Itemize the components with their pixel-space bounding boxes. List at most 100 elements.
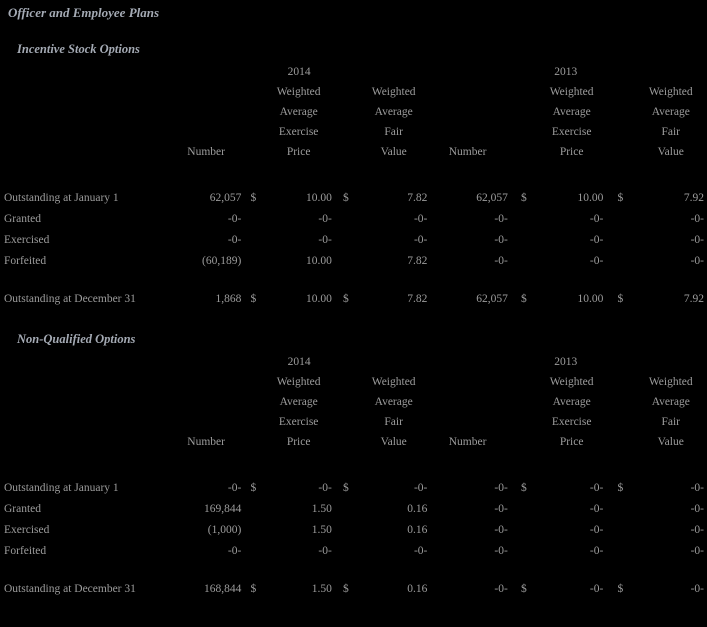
column-header-row: Number Weighted Average Exercise Price W… xyxy=(4,372,704,452)
row-label: Forfeited xyxy=(4,545,47,557)
cell-fair-value-2014: 7.82 xyxy=(407,255,428,267)
table-row: Outstanding at January 1 -0- $ -0- $ -0-… xyxy=(4,452,704,498)
cell-fair-value-2013: -0- xyxy=(690,583,704,595)
col-header-number-2013: Number xyxy=(448,146,487,158)
cell-exercise-price-2013: -0- xyxy=(589,482,604,494)
dollar-sign xyxy=(508,208,540,229)
year-header-2013: 2013 xyxy=(554,66,578,78)
table-row-total: Outstanding at December 31 168,844 $ 1.5… xyxy=(4,578,704,599)
table-row: Granted 169,844 1.50 0.16 -0- -0- -0- xyxy=(4,498,704,519)
col-header-number-2014: Number xyxy=(187,146,225,158)
dollar-sign: $ xyxy=(617,583,624,595)
cell-number-2014: -0- xyxy=(227,545,242,557)
cell-number-2014: 62,057 xyxy=(209,192,242,204)
table-row-total: Outstanding at December 31 1,868 $ 10.00… xyxy=(4,288,704,309)
dollar-sign: $ xyxy=(250,482,257,494)
dollar-sign xyxy=(508,250,540,271)
dollar-sign xyxy=(603,498,637,519)
page-title: Officer and Employee Plans xyxy=(8,5,160,20)
year-header-row: 2014 2013 xyxy=(4,352,704,372)
cell-exercise-price-2014: 10.00 xyxy=(305,293,332,305)
dollar-sign: $ xyxy=(617,482,624,494)
dollar-sign: $ xyxy=(250,583,257,595)
dollar-sign: $ xyxy=(521,583,527,595)
table-row: Forfeited -0- -0- -0- -0- -0- -0- xyxy=(4,540,704,561)
cell-fair-value-2014: -0- xyxy=(413,234,428,246)
cell-number-2013: -0- xyxy=(494,545,508,557)
cell-number-2013: -0- xyxy=(494,503,508,515)
cell-number-2013: -0- xyxy=(494,482,508,494)
cell-exercise-price-2013: -0- xyxy=(589,524,604,536)
col-header-number-2013: Number xyxy=(448,436,487,448)
table-row: Exercised -0- -0- -0- -0- -0- -0- xyxy=(4,229,704,250)
cell-fair-value-2014: -0- xyxy=(413,213,428,225)
section-incentive-stock-options: Incentive Stock Options 2014 2013 Number… xyxy=(0,42,707,309)
dollar-sign: $ xyxy=(250,192,257,204)
section-heading: Incentive Stock Options xyxy=(17,42,140,56)
dollar-sign xyxy=(332,229,360,250)
dollar-sign xyxy=(508,540,540,561)
dollar-sign xyxy=(508,498,540,519)
row-label: Outstanding at December 31 xyxy=(4,293,136,305)
cell-fair-value-2013: -0- xyxy=(690,503,704,515)
cell-number-2014: (1,000) xyxy=(207,524,242,536)
dollar-sign xyxy=(603,519,637,540)
row-label: Granted xyxy=(4,213,42,225)
row-label: Outstanding at January 1 xyxy=(4,192,119,204)
row-label: Forfeited xyxy=(4,255,47,267)
dollar-sign xyxy=(241,498,265,519)
cell-number-2013: -0- xyxy=(494,234,508,246)
dollar-sign xyxy=(241,208,265,229)
col-header-number-2014: Number xyxy=(187,436,225,448)
cell-exercise-price-2013: -0- xyxy=(589,213,604,225)
dollar-sign: $ xyxy=(521,482,527,494)
cell-number-2014: -0- xyxy=(227,213,242,225)
year-header-2014: 2014 xyxy=(287,356,311,368)
cell-exercise-price-2014: -0- xyxy=(318,545,332,557)
cell-number-2013: -0- xyxy=(494,524,508,536)
year-header-row: 2014 2013 xyxy=(4,62,704,82)
dollar-sign xyxy=(241,540,265,561)
dollar-sign xyxy=(508,229,540,250)
dollar-sign: $ xyxy=(521,192,527,204)
cell-number-2014: 1,868 xyxy=(215,293,242,305)
cell-exercise-price-2013: -0- xyxy=(589,583,604,595)
dollar-sign: $ xyxy=(250,293,257,305)
dollar-sign xyxy=(332,540,360,561)
cell-fair-value-2013: 7.92 xyxy=(683,293,704,305)
dollar-sign: $ xyxy=(343,583,349,595)
cell-exercise-price-2014: -0- xyxy=(318,234,332,246)
dollar-sign: $ xyxy=(343,482,349,494)
spacer-row xyxy=(4,561,704,578)
row-label: Outstanding at December 31 xyxy=(4,583,136,595)
cell-fair-value-2014: 7.82 xyxy=(407,293,428,305)
cell-number-2013: 62,057 xyxy=(476,293,508,305)
col-header-fair-value-2013: Weighted Average Fair Value xyxy=(648,376,693,448)
dollar-sign xyxy=(241,519,265,540)
cell-fair-value-2014: -0- xyxy=(413,545,428,557)
col-header-exercise-price-2014: Weighted Average Exercise Price xyxy=(276,86,321,158)
table-row: Exercised (1,000) 1.50 0.16 -0- -0- -0- xyxy=(4,519,704,540)
dollar-sign: $ xyxy=(521,293,527,305)
cell-fair-value-2013: -0- xyxy=(690,213,704,225)
cell-exercise-price-2013: 10.00 xyxy=(577,293,604,305)
cell-number-2014: (60,189) xyxy=(202,255,242,267)
cell-exercise-price-2014: 1.50 xyxy=(311,583,332,595)
cell-exercise-price-2014: 10.00 xyxy=(305,255,332,267)
table-row: Forfeited (60,189) 10.00 7.82 -0- -0- -0… xyxy=(4,250,704,271)
dollar-sign: $ xyxy=(617,293,624,305)
cell-exercise-price-2014: 1.50 xyxy=(311,524,332,536)
iso-options-table: 2014 2013 Number Weighted Average Exerci… xyxy=(4,62,704,309)
cell-number-2013: -0- xyxy=(494,583,508,595)
dollar-sign xyxy=(332,498,360,519)
dollar-sign xyxy=(332,250,360,271)
cell-exercise-price-2013: 10.00 xyxy=(577,192,604,204)
cell-fair-value-2014: 0.16 xyxy=(407,583,428,595)
cell-exercise-price-2014: -0- xyxy=(318,213,332,225)
cell-number-2014: -0- xyxy=(227,234,242,246)
dollar-sign xyxy=(508,519,540,540)
column-header-row: Number Weighted Average Exercise Price W… xyxy=(4,82,704,162)
table-row: Outstanding at January 1 62,057 $ 10.00 … xyxy=(4,162,704,208)
cell-number-2013: 62,057 xyxy=(476,192,508,204)
cell-fair-value-2014: 7.82 xyxy=(407,192,428,204)
